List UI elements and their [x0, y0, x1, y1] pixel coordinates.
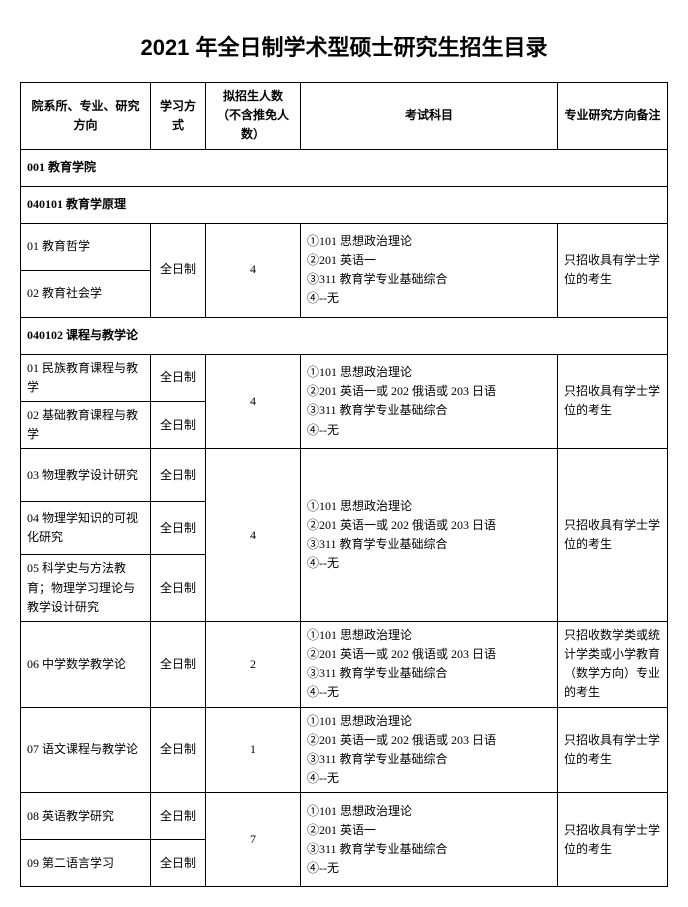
direction-cell: 05 科学史与方法教育；物理学习理论与教学设计研究 — [21, 555, 151, 622]
mode-cell: 全日制 — [151, 401, 206, 448]
table-row: 06 中学数学教学论全日制2①101 思想政治理论②201 英语一或 202 俄… — [21, 621, 668, 707]
quota-cell: 4 — [206, 449, 301, 622]
exam-cell: ①101 思想政治理论②201 英语一或 202 俄语或 203 日语③311 … — [301, 707, 558, 793]
mode-cell: 全日制 — [151, 502, 206, 555]
quota-cell: 1 — [206, 707, 301, 793]
dept-header: 001 教育学院 — [21, 149, 668, 186]
exam-cell: ①101 思想政治理论②201 英语一或 202 俄语或 203 日语③311 … — [301, 621, 558, 707]
page-title: 2021 年全日制学术型硕士研究生招生目录 — [20, 30, 668, 62]
header-note: 专业研究方向备注 — [558, 83, 668, 150]
direction-cell: 02 教育社会学 — [21, 270, 151, 317]
header-direction: 院系所、专业、研究方向 — [21, 83, 151, 150]
exam-cell: ①101 思想政治理论②201 英语一③311 教育学专业基础综合④--无 — [301, 223, 558, 317]
direction-cell: 01 教育哲学 — [21, 223, 151, 270]
table-row: 07 语文课程与教学论全日制1①101 思想政治理论②201 英语一或 202 … — [21, 707, 668, 793]
table-header-row: 院系所、专业、研究方向 学习方式 拟招生人数 （不含推免人数） 考试科目 专业研… — [21, 83, 668, 150]
direction-cell: 01 民族教育课程与教学 — [21, 354, 151, 401]
admissions-table: 院系所、专业、研究方向 学习方式 拟招生人数 （不含推免人数） 考试科目 专业研… — [20, 82, 668, 887]
direction-cell: 04 物理学知识的可视化研究 — [21, 502, 151, 555]
mode-cell: 全日制 — [151, 707, 206, 793]
table-row: 001 教育学院 — [21, 149, 668, 186]
major-header: 040102 课程与教学论 — [21, 317, 668, 354]
mode-cell: 全日制 — [151, 840, 206, 887]
note-cell: 只招收具有学士学位的考生 — [558, 354, 668, 449]
mode-cell: 全日制 — [151, 555, 206, 622]
quota-cell: 7 — [206, 793, 301, 887]
major-header: 040101 教育学原理 — [21, 186, 668, 223]
header-quota: 拟招生人数 （不含推免人数） — [206, 83, 301, 150]
quota-cell: 4 — [206, 223, 301, 317]
table-row: 01 教育哲学全日制4①101 思想政治理论②201 英语一③311 教育学专业… — [21, 223, 668, 270]
exam-cell: ①101 思想政治理论②201 英语一③311 教育学专业基础综合④--无 — [301, 793, 558, 887]
note-cell: 只招收数学类或统计学类或小学教育（数学方向）专业的考生 — [558, 621, 668, 707]
note-cell: 只招收具有学士学位的考生 — [558, 449, 668, 622]
table-row: 040101 教育学原理 — [21, 186, 668, 223]
header-exam: 考试科目 — [301, 83, 558, 150]
note-cell: 只招收具有学士学位的考生 — [558, 707, 668, 793]
mode-cell: 全日制 — [151, 621, 206, 707]
table-row: 03 物理教学设计研究全日制4①101 思想政治理论②201 英语一或 202 … — [21, 449, 668, 502]
quota-cell: 4 — [206, 354, 301, 449]
quota-cell: 2 — [206, 621, 301, 707]
note-cell: 只招收具有学士学位的考生 — [558, 223, 668, 317]
direction-cell: 03 物理教学设计研究 — [21, 449, 151, 502]
mode-cell: 全日制 — [151, 449, 206, 502]
mode-cell: 全日制 — [151, 354, 206, 401]
table-row: 01 民族教育课程与教学全日制4①101 思想政治理论②201 英语一或 202… — [21, 354, 668, 401]
direction-cell: 09 第二语言学习 — [21, 840, 151, 887]
note-cell: 只招收具有学士学位的考生 — [558, 793, 668, 887]
direction-cell: 07 语文课程与教学论 — [21, 707, 151, 793]
exam-cell: ①101 思想政治理论②201 英语一或 202 俄语或 203 日语③311 … — [301, 449, 558, 622]
header-mode: 学习方式 — [151, 83, 206, 150]
direction-cell: 06 中学数学教学论 — [21, 621, 151, 707]
exam-cell: ①101 思想政治理论②201 英语一或 202 俄语或 203 日语③311 … — [301, 354, 558, 449]
direction-cell: 02 基础教育课程与教学 — [21, 401, 151, 448]
table-row: 040102 课程与教学论 — [21, 317, 668, 354]
mode-cell: 全日制 — [151, 223, 206, 317]
